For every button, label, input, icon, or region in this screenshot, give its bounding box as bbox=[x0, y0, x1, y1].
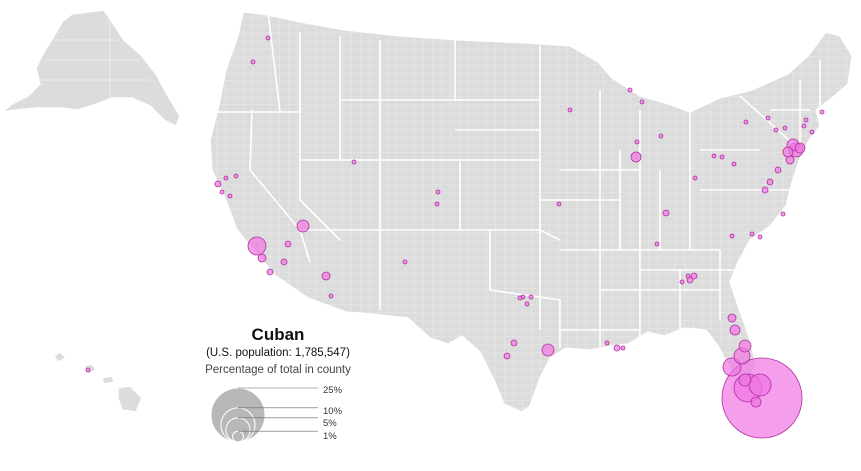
county-bubble bbox=[757, 234, 763, 240]
county-bubble bbox=[265, 35, 271, 41]
county-bubble bbox=[750, 396, 762, 408]
county-bubble bbox=[819, 109, 825, 115]
legend-circle-25 bbox=[210, 387, 266, 443]
county-bubble bbox=[801, 123, 807, 129]
county-bubble bbox=[743, 119, 749, 125]
county-bubble bbox=[257, 253, 267, 263]
county-bubble bbox=[214, 180, 222, 188]
county-bubble bbox=[727, 313, 737, 323]
county-bubble bbox=[503, 352, 511, 360]
county-bubble bbox=[766, 178, 774, 186]
county-bubble bbox=[685, 273, 691, 279]
county-bubble bbox=[654, 241, 660, 247]
county-bubble bbox=[679, 279, 685, 285]
county-bubble bbox=[780, 211, 786, 217]
county-bubble bbox=[250, 59, 256, 65]
county-bubble bbox=[794, 142, 806, 154]
county-bubble bbox=[782, 146, 794, 158]
county-bubble bbox=[630, 151, 642, 163]
county-bubble bbox=[719, 154, 725, 160]
county-bubble bbox=[738, 339, 752, 353]
county-bubble bbox=[803, 117, 809, 123]
county-bubble bbox=[351, 159, 357, 165]
county-bubble bbox=[748, 373, 772, 397]
county-bubble bbox=[722, 357, 742, 377]
county-bubble bbox=[227, 193, 233, 199]
legend-subtitle: (U.S. population: 1,785,547) bbox=[206, 347, 350, 359]
county-bubble bbox=[219, 189, 225, 195]
county-bubble bbox=[556, 201, 562, 207]
hawaii bbox=[53, 351, 143, 413]
county-bubble bbox=[604, 340, 610, 346]
county-bubble bbox=[247, 236, 267, 256]
county-bubble bbox=[662, 209, 670, 217]
legend-label-10: 10% bbox=[323, 406, 343, 417]
county-bubble bbox=[528, 294, 534, 300]
legend-size-key bbox=[210, 387, 318, 443]
county-bubble bbox=[321, 271, 331, 281]
county-bubble bbox=[284, 240, 292, 248]
county-bubble bbox=[627, 87, 633, 93]
legend-title: Cuban bbox=[251, 325, 305, 344]
county-bubble bbox=[785, 155, 795, 165]
county-bubble bbox=[782, 125, 788, 131]
county-bubble bbox=[402, 259, 408, 265]
county-bubble bbox=[774, 166, 782, 174]
county-bubble bbox=[613, 344, 621, 352]
bubble-layer bbox=[85, 35, 825, 439]
county-bubble bbox=[620, 345, 626, 351]
county-bubble bbox=[749, 231, 755, 237]
county-bubble bbox=[524, 301, 530, 307]
legend-label-1: 1% bbox=[323, 431, 337, 442]
county-bubble bbox=[765, 115, 771, 121]
legend-label-5: 5% bbox=[323, 418, 337, 429]
county-bubble bbox=[541, 343, 555, 357]
county-bubble bbox=[634, 139, 640, 145]
legend-label-25: 25% bbox=[323, 385, 343, 396]
county-bubble bbox=[223, 175, 229, 181]
county-bubble bbox=[692, 175, 698, 181]
legend-caption: Percentage of total in county bbox=[205, 364, 351, 376]
county-bubble bbox=[761, 186, 769, 194]
county-bubble bbox=[731, 161, 737, 167]
county-bubble bbox=[639, 99, 645, 105]
county-bubble bbox=[510, 339, 518, 347]
county-bubble bbox=[711, 153, 717, 159]
county-bubble bbox=[328, 293, 334, 299]
county-bubble bbox=[435, 189, 441, 195]
county-bubble bbox=[280, 258, 288, 266]
county-bubble bbox=[690, 272, 698, 280]
county-bubble bbox=[517, 295, 523, 301]
county-bubble bbox=[773, 127, 779, 133]
county-bubble bbox=[729, 233, 735, 239]
county-bubble bbox=[296, 219, 310, 233]
county-bubble bbox=[729, 324, 741, 336]
county-bubble bbox=[434, 201, 440, 207]
alaska bbox=[0, 9, 181, 127]
county-bubble bbox=[809, 129, 815, 135]
county-bubble bbox=[658, 133, 664, 139]
county-bubble bbox=[567, 107, 573, 113]
county-bubble bbox=[233, 173, 239, 179]
county-bubble bbox=[85, 367, 91, 373]
county-bubble bbox=[266, 268, 274, 276]
county-bubble bbox=[738, 373, 752, 387]
